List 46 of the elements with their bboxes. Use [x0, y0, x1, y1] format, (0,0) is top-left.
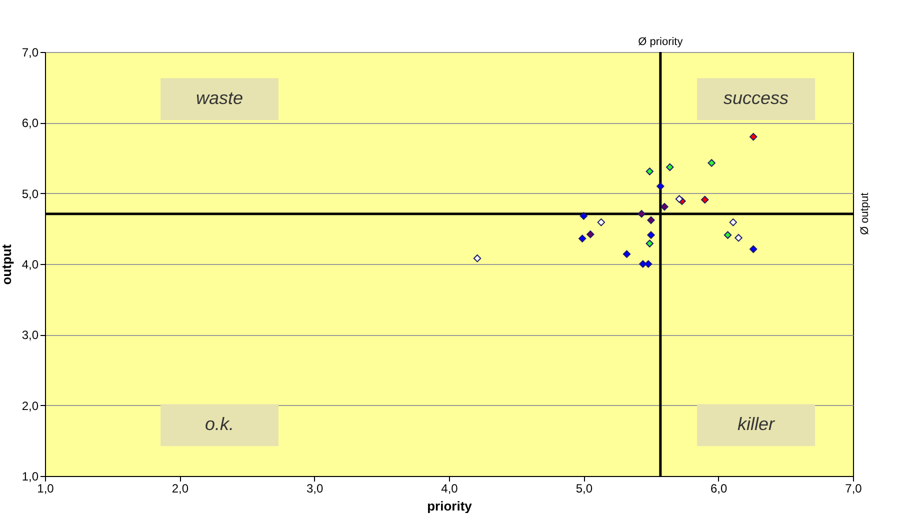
point: [749, 132, 758, 141]
point: [622, 250, 631, 258]
point: [578, 234, 586, 242]
point: [646, 168, 654, 176]
x-tick-label: 6,0: [710, 482, 728, 496]
point: [647, 231, 655, 239]
annotation: killer: [738, 414, 776, 434]
x-tick-label: 7,0: [845, 482, 862, 496]
point: [580, 212, 588, 220]
y-axis-title: output: [0, 244, 14, 285]
ref-line-label: Ø priority: [638, 36, 684, 48]
ref-line-label: Ø output: [859, 192, 871, 235]
point: [729, 218, 737, 226]
point: [656, 182, 664, 190]
point: [660, 202, 668, 211]
annotation: waste: [196, 88, 244, 108]
point: [666, 163, 674, 172]
point: [638, 210, 646, 218]
x-tick-label: 1,0: [37, 482, 54, 496]
point: [708, 159, 716, 167]
point: [644, 260, 652, 268]
y-tick-label: 5,0: [22, 186, 39, 201]
point: [586, 230, 594, 238]
x-tick-label: 3,0: [306, 482, 324, 496]
point: [473, 254, 482, 262]
point: [646, 240, 654, 248]
x-axis-title: priority: [427, 498, 473, 514]
point: [749, 245, 758, 254]
x-tick-label: 4,0: [441, 482, 458, 496]
point: [734, 234, 742, 242]
y-tick-label: 1,0: [22, 470, 39, 484]
y-tick-label: 4,0: [22, 258, 39, 272]
y-tick-label: 3,0: [22, 328, 39, 342]
y-tick-label: 2,0: [22, 398, 39, 413]
y-tick-label: 6,0: [22, 116, 39, 130]
point: [597, 218, 606, 226]
x-tick-label: 5,0: [576, 482, 593, 496]
x-tick-label: 2,0: [172, 482, 189, 496]
point: [675, 195, 684, 203]
point: [647, 216, 655, 224]
point: [701, 196, 709, 204]
annotation: o.k.: [205, 414, 234, 434]
y-tick-label: 7,0: [22, 46, 39, 60]
point: [639, 260, 647, 268]
point: [724, 231, 732, 239]
annotation: success: [724, 88, 789, 108]
